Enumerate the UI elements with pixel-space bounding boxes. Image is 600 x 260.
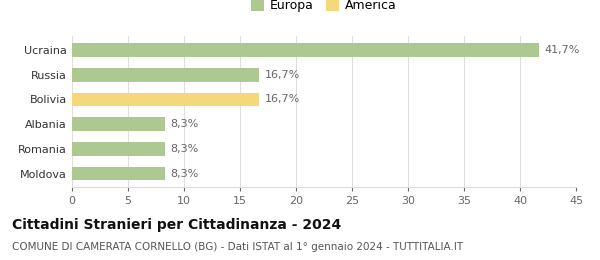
Text: 8,3%: 8,3%: [170, 119, 199, 129]
Bar: [72, 117, 165, 131]
Text: 8,3%: 8,3%: [170, 168, 199, 179]
Bar: [72, 167, 165, 180]
Text: COMUNE DI CAMERATA CORNELLO (BG) - Dati ISTAT al 1° gennaio 2024 - TUTTITALIA.IT: COMUNE DI CAMERATA CORNELLO (BG) - Dati …: [12, 242, 463, 252]
Bar: [72, 68, 259, 82]
Bar: [72, 43, 539, 57]
Text: Cittadini Stranieri per Cittadinanza - 2024: Cittadini Stranieri per Cittadinanza - 2…: [12, 218, 341, 232]
Bar: [72, 142, 165, 156]
Text: 16,7%: 16,7%: [265, 94, 300, 105]
Legend: Europa, America: Europa, America: [246, 0, 402, 17]
Text: 16,7%: 16,7%: [265, 70, 300, 80]
Text: 8,3%: 8,3%: [170, 144, 199, 154]
Bar: [72, 93, 259, 106]
Text: 41,7%: 41,7%: [545, 45, 580, 55]
